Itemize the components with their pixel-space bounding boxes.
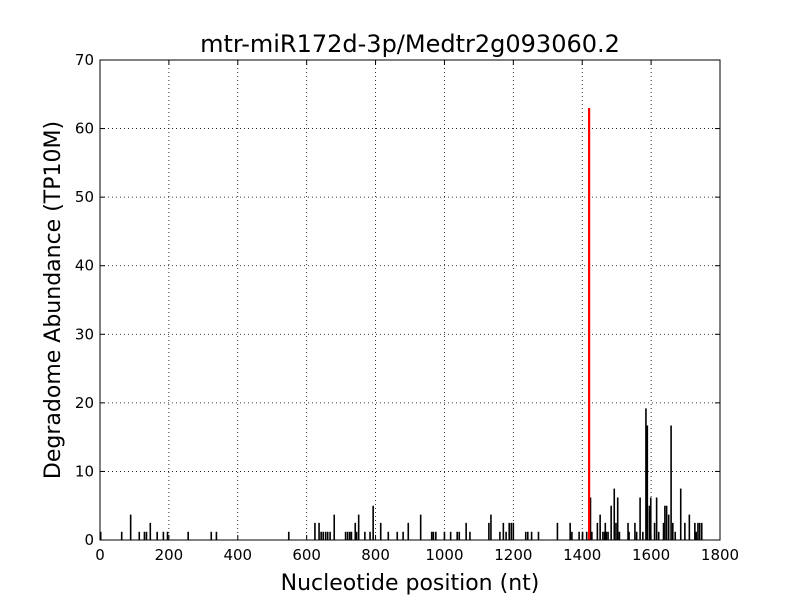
x-axis-label: Nucleotide position (nt) <box>281 571 540 596</box>
y-tick-label: 20 <box>75 394 94 412</box>
x-tick-label: 0 <box>95 546 105 564</box>
ticks: 0 200 400 600 800 1000 1200 1400 1600 1800 0 10 20 30… <box>75 51 739 564</box>
plot-frame <box>99 59 721 541</box>
x-tick-label: 600 <box>292 546 321 564</box>
x-tick-label: 1600 <box>632 546 670 564</box>
y-axis-label: Degradome Abundance (TP10M) <box>41 121 66 479</box>
x-tick-label: 200 <box>155 546 184 564</box>
chart-title: mtr-miR172d-3p/Medtr2g093060.2 <box>200 30 620 58</box>
x-tick-label: 1200 <box>494 546 532 564</box>
bars <box>99 108 703 540</box>
y-tick-label: 50 <box>75 188 94 206</box>
y-tick-label: 10 <box>75 462 94 480</box>
y-tick-label: 40 <box>75 257 94 275</box>
y-tick-label: 60 <box>75 120 94 138</box>
y-tick-label: 70 <box>75 51 94 69</box>
x-tick-label: 1400 <box>563 546 601 564</box>
x-tick-label: 1000 <box>425 546 463 564</box>
x-tick-label: 1800 <box>701 546 739 564</box>
y-tick-label: 0 <box>84 531 94 549</box>
x-tick-label: 400 <box>223 546 252 564</box>
y-tick-label: 30 <box>75 325 94 343</box>
grid <box>99 59 721 541</box>
x-tick-label: 800 <box>361 546 390 564</box>
